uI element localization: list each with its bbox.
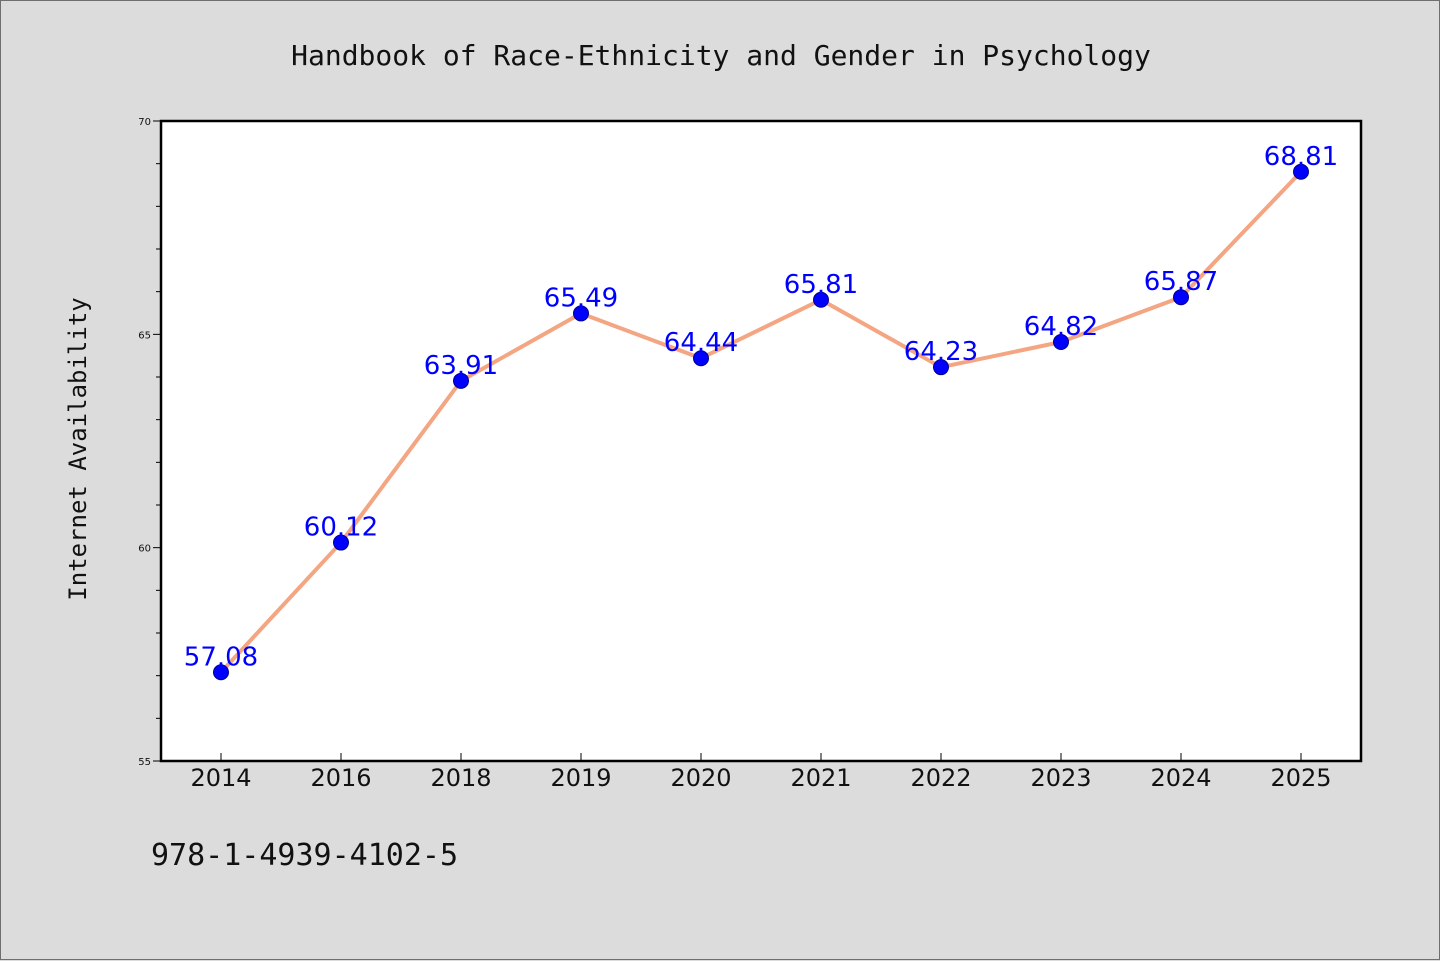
y-tick-label: 60: [138, 544, 151, 555]
data-point: [813, 291, 829, 308]
data-label: 65.81: [784, 270, 858, 300]
data-point: [693, 350, 709, 367]
data-point: [1053, 334, 1069, 351]
data-label: 60.12: [304, 513, 378, 543]
data-point: [1293, 163, 1309, 180]
x-tick-label: 2022: [910, 764, 971, 792]
data-label: 65.87: [1144, 267, 1218, 297]
data-labels: 57.08 60.12 63.91 65.49 64.44 65.81 64.23 64.82…: [184, 142, 1338, 672]
data-point: [1173, 289, 1189, 306]
data-label: 64.44: [664, 328, 738, 358]
x-tick-label: 2023: [1030, 764, 1091, 792]
data-label: 57.08: [184, 642, 258, 672]
y-axis: 55 60 65 70: [138, 117, 161, 768]
x-tick-label: 2025: [1270, 764, 1331, 792]
series-internet-availability: [213, 163, 1309, 681]
x-tick-label: 2021: [790, 764, 851, 792]
x-tick-label: 2024: [1150, 764, 1211, 792]
x-tick-label: 2018: [430, 764, 491, 792]
chart-title: Handbook of Race-Ethnicity and Gender in…: [291, 39, 1151, 72]
y-tick-label: 55: [138, 757, 151, 768]
x-tick-label: 2019: [550, 764, 611, 792]
data-label: 63.91: [424, 351, 498, 381]
y-tick-label: 70: [138, 117, 151, 128]
data-label: 64.82: [1024, 312, 1098, 342]
plot-area: [159, 119, 1363, 763]
x-tick-label: 2014: [190, 764, 251, 792]
data-point: [333, 534, 349, 551]
data-point: [453, 372, 469, 389]
data-point: [933, 359, 949, 376]
x-tick-label: 2016: [310, 764, 371, 792]
data-label: 64.23: [904, 337, 978, 367]
x-tick-label: 2020: [670, 764, 731, 792]
y-axis-title: Internet Availability: [64, 297, 92, 600]
isbn-text: 978-1-4939-4102-5: [151, 838, 458, 873]
data-point: [213, 664, 229, 681]
data-label: 65.49: [544, 283, 618, 313]
data-label: 68.81: [1264, 142, 1338, 172]
data-point: [573, 305, 589, 322]
series-line: [219, 169, 1303, 675]
y-tick-label: 65: [138, 330, 151, 341]
x-axis: 2014 2016 2018 2019 2020 2021 2022 2023 2024 2025: [190, 753, 1332, 792]
